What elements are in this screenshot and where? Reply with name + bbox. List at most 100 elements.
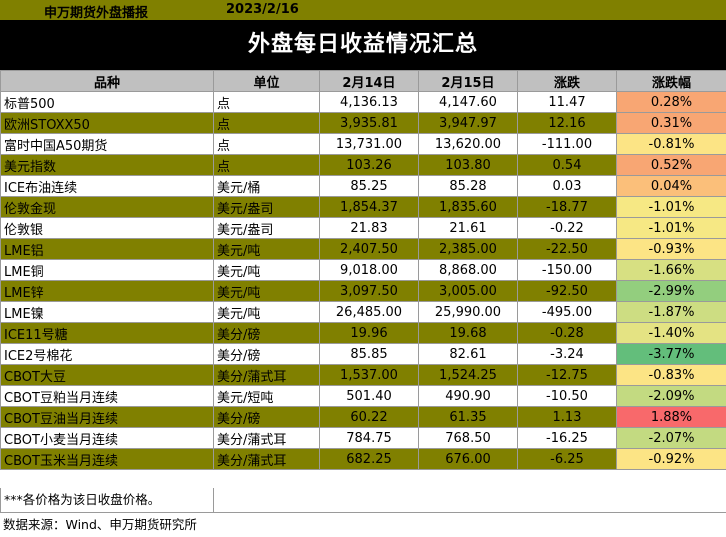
cell-feb15: 768.50 xyxy=(419,428,518,449)
cell-feb14: 60.22 xyxy=(320,407,419,428)
cell-pct-change: 1.88% xyxy=(617,407,726,428)
cell-unit: 美元/短吨 xyxy=(214,386,320,407)
cell-change: -6.25 xyxy=(518,449,617,470)
cell-unit: 美元/吨 xyxy=(214,239,320,260)
cell-change: -18.77 xyxy=(518,197,617,218)
cell-feb14: 501.40 xyxy=(320,386,419,407)
cell-change: -150.00 xyxy=(518,260,617,281)
cell-feb15: 1,835.60 xyxy=(419,197,518,218)
cell-feb14: 103.26 xyxy=(320,155,419,176)
cell-unit: 美元/桶 xyxy=(214,176,320,197)
cell-change: 1.13 xyxy=(518,407,617,428)
cell-feb15: 21.61 xyxy=(419,218,518,239)
cell-feb14: 13,731.00 xyxy=(320,134,419,155)
cell-name: ICE11号糖 xyxy=(1,323,214,344)
report-source: 申万期货外盘播报 xyxy=(44,2,148,21)
cell-unit: 美分/蒲式耳 xyxy=(214,428,320,449)
col-header-change: 涨跌 xyxy=(518,71,617,92)
cell-unit: 美元/盎司 xyxy=(214,218,320,239)
cell-name: 欧洲STOXX50 xyxy=(1,113,214,134)
cell-name: LME铜 xyxy=(1,260,214,281)
cell-change: -10.50 xyxy=(518,386,617,407)
cell-change: 11.47 xyxy=(518,92,617,113)
cell-pct-change: -2.07% xyxy=(617,428,726,449)
cell-change: -495.00 xyxy=(518,302,617,323)
cell-feb14: 19.96 xyxy=(320,323,419,344)
page-title: 外盘每日收益情况汇总 xyxy=(0,20,726,70)
col-header-pct-change: 涨跌幅 xyxy=(617,71,726,92)
cell-name: 伦敦金现 xyxy=(1,197,214,218)
cell-feb14: 1,537.00 xyxy=(320,365,419,386)
cell-name: CBOT大豆 xyxy=(1,365,214,386)
cell-unit: 美分/蒲式耳 xyxy=(214,365,320,386)
cell-unit: 美元/吨 xyxy=(214,302,320,323)
cell-name: 伦敦银 xyxy=(1,218,214,239)
cell-feb15: 4,147.60 xyxy=(419,92,518,113)
cell-pct-change: -2.99% xyxy=(617,281,726,302)
table-header-row: 品种 单位 2月14日 2月15日 涨跌 涨跌幅 xyxy=(1,71,726,92)
cell-unit: 点 xyxy=(214,92,320,113)
cell-unit: 美元/吨 xyxy=(214,281,320,302)
data-source-note: 数据来源：Wind、申万期货研究所 xyxy=(0,512,726,536)
cell-feb15: 19.68 xyxy=(419,323,518,344)
cell-unit: 美分/蒲式耳 xyxy=(214,449,320,470)
cell-unit: 美分/磅 xyxy=(214,407,320,428)
cell-feb15: 676.00 xyxy=(419,449,518,470)
cell-pct-change: 0.04% xyxy=(617,176,726,197)
cell-pct-change: -0.83% xyxy=(617,365,726,386)
cell-unit: 美元/吨 xyxy=(214,260,320,281)
cell-pct-change: 0.28% xyxy=(617,92,726,113)
col-header-feb15: 2月15日 xyxy=(419,71,518,92)
cell-feb15: 3,947.97 xyxy=(419,113,518,134)
cell-name: ICE2号棉花 xyxy=(1,344,214,365)
cell-unit: 美元/盎司 xyxy=(214,197,320,218)
cell-name: 标普500 xyxy=(1,92,214,113)
cell-name: LME锌 xyxy=(1,281,214,302)
cell-feb15: 8,868.00 xyxy=(419,260,518,281)
cell-feb14: 26,485.00 xyxy=(320,302,419,323)
cell-name: ICE布油连续 xyxy=(1,176,214,197)
cell-change: -0.22 xyxy=(518,218,617,239)
data-source-text: 数据来源：Wind、申万期货研究所 xyxy=(3,517,197,532)
cell-change: -3.24 xyxy=(518,344,617,365)
cell-change: -92.50 xyxy=(518,281,617,302)
cell-pct-change: -2.09% xyxy=(617,386,726,407)
cell-feb15: 61.35 xyxy=(419,407,518,428)
cell-change: 0.54 xyxy=(518,155,617,176)
cell-change: -12.75 xyxy=(518,365,617,386)
cell-pct-change: -0.93% xyxy=(617,239,726,260)
cell-name: CBOT豆粕当月连续 xyxy=(1,386,214,407)
cell-pct-change: -1.01% xyxy=(617,218,726,239)
cell-feb14: 682.25 xyxy=(320,449,419,470)
cell-feb14: 4,136.13 xyxy=(320,92,419,113)
cell-feb14: 2,407.50 xyxy=(320,239,419,260)
cell-pct-change: -0.92% xyxy=(617,449,726,470)
title-bar: 外盘每日收益情况汇总 xyxy=(0,20,726,70)
cell-name: LME镍 xyxy=(1,302,214,323)
cell-unit: 点 xyxy=(214,134,320,155)
cell-feb15: 103.80 xyxy=(419,155,518,176)
price-note: ***各价格为该日收盘价格。 xyxy=(0,488,726,512)
divider xyxy=(213,488,214,512)
cell-change: -111.00 xyxy=(518,134,617,155)
col-header-name: 品种 xyxy=(1,71,214,92)
cell-feb14: 85.25 xyxy=(320,176,419,197)
cell-feb15: 85.28 xyxy=(419,176,518,197)
cell-pct-change: -1.87% xyxy=(617,302,726,323)
cell-pct-change: -1.40% xyxy=(617,323,726,344)
